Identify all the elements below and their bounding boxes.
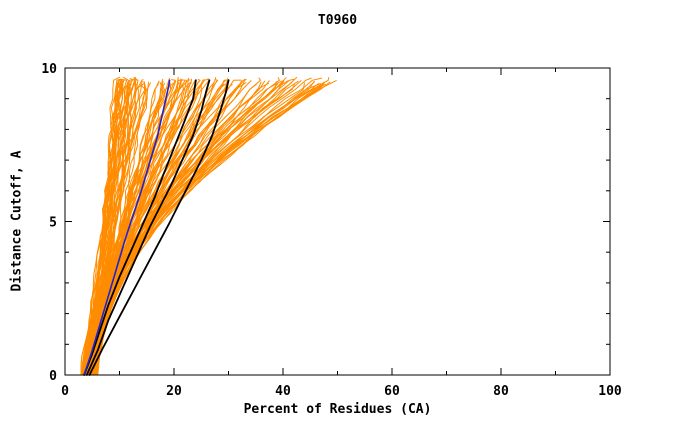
tick-label: 40 [275, 384, 291, 399]
series-black-model-2 [85, 79, 211, 376]
tick-label: 80 [493, 384, 509, 399]
tick-label: 0 [49, 369, 57, 384]
tick-label: 10 [41, 62, 57, 77]
tick-label: 5 [49, 216, 57, 231]
series-black-model-3 [88, 79, 230, 376]
tick-label: 100 [598, 384, 622, 399]
series-black-model-1 [83, 79, 197, 376]
chart-title: T0960 [317, 13, 358, 28]
tick-label: 20 [166, 384, 182, 399]
x-axis-label: Percent of Residues (CA) [243, 402, 432, 417]
tick-label: 60 [384, 384, 400, 399]
series-blue-model [83, 79, 171, 376]
y-axis-label: Distance Cutoff, A [9, 150, 25, 292]
tick-label: 0 [61, 384, 69, 399]
